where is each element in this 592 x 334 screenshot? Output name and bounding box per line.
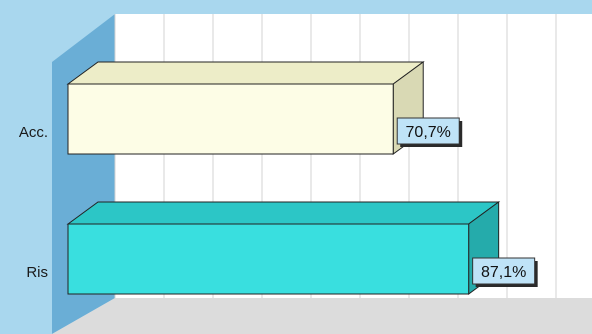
bar-top-face	[66, 61, 425, 85]
bar	[66, 201, 501, 295]
chart-floor	[52, 298, 592, 334]
bar-top-face	[66, 201, 501, 225]
category-labels: Acc. Ris	[19, 124, 48, 281]
value-label-box	[396, 117, 460, 145]
category-label: Ris	[26, 264, 48, 281]
bars	[66, 61, 501, 295]
value-label-text: 87,1%	[481, 264, 526, 281]
value-label: 70,7%	[396, 117, 463, 147]
value-labels: 70,7% 87,1%	[396, 117, 538, 287]
bar	[66, 61, 425, 155]
value-label-box	[472, 257, 536, 285]
category-label: Acc.	[19, 124, 48, 141]
bar-front-face	[67, 223, 470, 295]
value-label-text: 70,7%	[406, 124, 451, 141]
value-label: 87,1%	[472, 257, 538, 287]
bar-front-face	[67, 83, 394, 155]
